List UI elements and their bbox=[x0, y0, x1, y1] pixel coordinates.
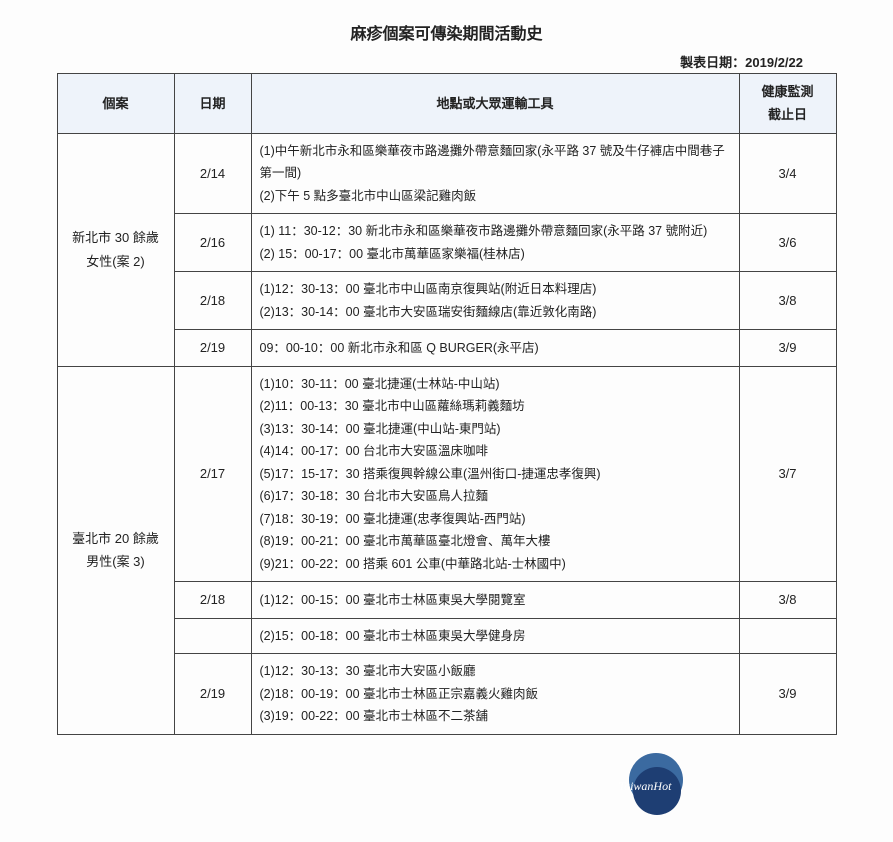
table-row: 2/16(1) 11：30-12：30 新北市永和區樂華夜市路邊攤外帶意麵回家(… bbox=[57, 214, 836, 272]
cell-location: (1)12：30-13：00 臺北市中山區南京復興站(附近日本料理店)(2)13… bbox=[251, 272, 739, 330]
cell-end bbox=[739, 618, 836, 654]
cell-case: 新北市 30 餘歲女性(案 2) bbox=[57, 133, 174, 366]
table-row: 新北市 30 餘歲女性(案 2)2/14(1)中午新北市永和區樂華夜市路邊攤外帶… bbox=[57, 133, 836, 214]
cell-date: 2/19 bbox=[174, 330, 251, 366]
logo-text: TaiwanHot bbox=[619, 779, 672, 794]
cell-end: 3/7 bbox=[739, 366, 836, 582]
th-case: 個案 bbox=[57, 74, 174, 134]
table-row: 2/19(1)12：30-13：30 臺北市大安區小飯廳(2)18：00-19：… bbox=[57, 654, 836, 735]
cell-end: 3/9 bbox=[739, 330, 836, 366]
th-end: 健康監測截止日 bbox=[739, 74, 836, 134]
report-date: 製表日期：2019/2/22 bbox=[30, 52, 863, 71]
cell-location: 09：00-10：00 新北市永和區 Q BURGER(永平店) bbox=[251, 330, 739, 366]
page-title: 麻疹個案可傳染期間活動史 bbox=[30, 20, 863, 44]
cell-location: (1) 11：30-12：30 新北市永和區樂華夜市路邊攤外帶意麵回家(永平路 … bbox=[251, 214, 739, 272]
cell-date: 2/17 bbox=[174, 366, 251, 582]
cell-date: 2/16 bbox=[174, 214, 251, 272]
th-location: 地點或大眾運輸工具 bbox=[251, 74, 739, 134]
th-date: 日期 bbox=[174, 74, 251, 134]
cell-location: (2)15：00-18：00 臺北市士林區東吳大學健身房 bbox=[251, 618, 739, 654]
cell-location: (1)12：00-15：00 臺北市士林區東吳大學閱覽室 bbox=[251, 582, 739, 618]
cell-end: 3/9 bbox=[739, 654, 836, 735]
cell-date: 2/18 bbox=[174, 582, 251, 618]
cell-date bbox=[174, 618, 251, 654]
cell-end: 3/8 bbox=[739, 582, 836, 618]
cell-date: 2/19 bbox=[174, 654, 251, 735]
cell-case: 臺北市 20 餘歲男性(案 3) bbox=[57, 366, 174, 734]
activity-table: 個案 日期 地點或大眾運輸工具 健康監測截止日 新北市 30 餘歲女性(案 2)… bbox=[57, 73, 837, 735]
table-row: 2/18(1)12：30-13：00 臺北市中山區南京復興站(附近日本料理店)(… bbox=[57, 272, 836, 330]
watermark-logo: TaiwanHot bbox=[617, 749, 687, 819]
cell-end: 3/8 bbox=[739, 272, 836, 330]
cell-end: 3/4 bbox=[739, 133, 836, 214]
cell-date: 2/18 bbox=[174, 272, 251, 330]
table-row: 臺北市 20 餘歲男性(案 3)2/17(1)10：30-11：00 臺北捷運(… bbox=[57, 366, 836, 582]
table-row: 2/18(1)12：00-15：00 臺北市士林區東吳大學閱覽室3/8 bbox=[57, 582, 836, 618]
cell-location: (1)10：30-11：00 臺北捷運(士林站-中山站)(2)11：00-13：… bbox=[251, 366, 739, 582]
table-row: (2)15：00-18：00 臺北市士林區東吳大學健身房 bbox=[57, 618, 836, 654]
table-row: 2/1909：00-10：00 新北市永和區 Q BURGER(永平店)3/9 bbox=[57, 330, 836, 366]
cell-end: 3/6 bbox=[739, 214, 836, 272]
cell-location: (1)中午新北市永和區樂華夜市路邊攤外帶意麵回家(永平路 37 號及牛仔褲店中間… bbox=[251, 133, 739, 214]
cell-location: (1)12：30-13：30 臺北市大安區小飯廳(2)18：00-19：00 臺… bbox=[251, 654, 739, 735]
cell-date: 2/14 bbox=[174, 133, 251, 214]
